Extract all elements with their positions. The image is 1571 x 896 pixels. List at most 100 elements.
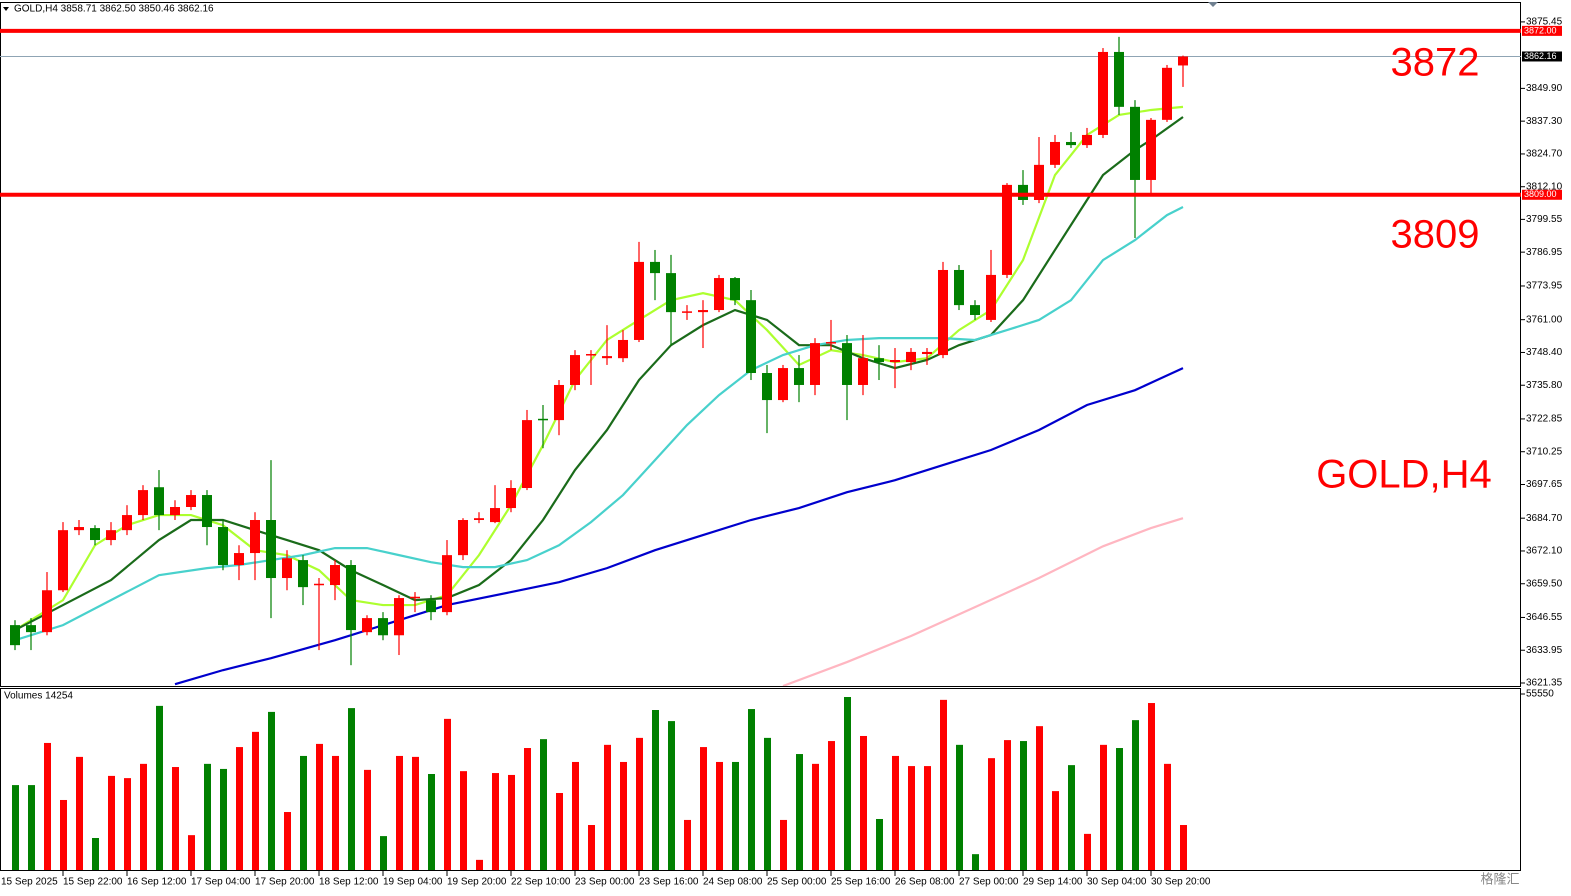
volume-bar: [1068, 765, 1075, 870]
candle-body: [522, 420, 532, 489]
volume-bar: [860, 735, 867, 870]
candle-body: [346, 565, 356, 631]
price-tag: [1522, 51, 1562, 62]
volume-bar: [412, 756, 419, 870]
volume-bar: [332, 755, 339, 870]
volume-bar: [540, 739, 547, 870]
candle-body: [1114, 51, 1124, 107]
volume-bar: [876, 818, 883, 870]
volume-bar: [284, 812, 291, 870]
x-tick-label: 19 Sep 20:00: [447, 877, 507, 888]
volume-bar: [748, 709, 755, 870]
candle-body: [826, 342, 836, 344]
candle-body: [10, 625, 20, 646]
volume-bar: [1116, 748, 1123, 870]
level-tag: [1522, 25, 1562, 36]
candle-body: [1002, 184, 1012, 275]
volume-bar: [988, 758, 995, 870]
header: GOLD,H4 3858.71 3862.50 3850.46 3862.16: [14, 4, 214, 15]
candle-body: [1082, 134, 1092, 146]
candle-body: [922, 351, 932, 355]
candle-body: [682, 311, 692, 313]
y-tick-label: 3659.50: [1526, 578, 1563, 589]
volume-bar: [188, 835, 195, 870]
volume-bar: [44, 742, 51, 870]
volume-bar: [316, 743, 323, 870]
candle-body: [170, 506, 180, 516]
y-tick-label: 3849.90: [1526, 83, 1563, 94]
y-tick-label: 3799.55: [1526, 214, 1563, 225]
x-tick-label: 25 Sep 16:00: [831, 877, 891, 888]
volume-bar: [844, 697, 851, 870]
candle-body: [106, 530, 116, 541]
y-tick-label: 3684.70: [1526, 513, 1563, 524]
candle-body: [154, 487, 164, 516]
volume-bar: [572, 761, 579, 870]
candle-body: [330, 565, 340, 586]
volume-bar: [652, 710, 659, 870]
y-tick-label: 3837.30: [1526, 116, 1563, 127]
candle-body: [186, 495, 196, 507]
x-tick-label: 23 Sep 00:00: [575, 877, 635, 888]
candle-body: [666, 273, 676, 313]
y-tick-label: 3646.55: [1526, 612, 1563, 623]
x-tick-label: 23 Sep 16:00: [639, 877, 699, 888]
volume-bar: [700, 747, 707, 870]
x-tick-label: 29 Sep 14:00: [1023, 877, 1083, 888]
y-tick-label: 3633.95: [1526, 645, 1563, 656]
volume-bar: [204, 763, 211, 870]
y-tick-label: 3761.00: [1526, 314, 1563, 325]
volume-bar: [1084, 833, 1091, 870]
price-label: 3862.16: [1524, 51, 1557, 61]
candle-body: [90, 528, 100, 541]
candle-body: [426, 600, 436, 613]
level-label: 3872.00: [1524, 25, 1557, 35]
candle-body: [730, 278, 740, 301]
volume-bar: [1132, 720, 1139, 870]
candle-body: [1098, 51, 1108, 135]
candle-body: [586, 354, 596, 356]
volume-bar: [236, 747, 243, 870]
volume-bar: [908, 766, 915, 870]
volume-bar: [828, 741, 835, 870]
candle-body: [778, 368, 788, 401]
volume-bar: [140, 763, 147, 870]
annotation: 3809: [1391, 213, 1480, 257]
y-tick-label: 3812.10: [1526, 181, 1563, 192]
candle-body: [986, 274, 996, 320]
x-tick-label: 15 Sep 22:00: [63, 877, 123, 888]
watermark: 格隆汇: [1480, 871, 1519, 886]
candle-body: [218, 527, 228, 566]
candle-body: [378, 618, 388, 636]
moving-average: [782, 517, 1184, 686]
volume-bar: [1100, 744, 1107, 870]
x-tick-label: 30 Sep 20:00: [1151, 877, 1211, 888]
volume-bar: [428, 774, 435, 870]
candle-body: [554, 384, 564, 421]
candle-body: [1066, 141, 1076, 146]
plot: [0, 36, 1521, 686]
volume-bar: [732, 761, 739, 870]
moving-average: [14, 206, 1184, 642]
volume-bar: [1020, 741, 1027, 870]
volume-bar: [1148, 703, 1155, 870]
candle-body: [1018, 184, 1028, 200]
volume-bar: [668, 721, 675, 870]
volume-bar: [508, 774, 515, 870]
volume-bar: [268, 711, 275, 870]
volume-bar: [476, 859, 483, 870]
volume-bar: [300, 755, 307, 870]
candle-body: [506, 488, 516, 509]
y-tick-label: 3722.85: [1526, 414, 1563, 425]
annotation: 3872: [1391, 41, 1480, 85]
candle-body: [570, 355, 580, 385]
y-tick-label: 3773.95: [1526, 281, 1563, 292]
candle-body: [1178, 56, 1188, 66]
x-tick-label: 27 Sep 00:00: [959, 877, 1019, 888]
volume-bar: [924, 766, 931, 870]
x-tick-label: 17 Sep 04:00: [191, 877, 251, 888]
y-tick-label: 3748.40: [1526, 347, 1563, 358]
volume-bar: [92, 838, 99, 870]
candle-body: [1034, 164, 1044, 200]
x-tick-label: 17 Sep 20:00: [255, 877, 315, 888]
